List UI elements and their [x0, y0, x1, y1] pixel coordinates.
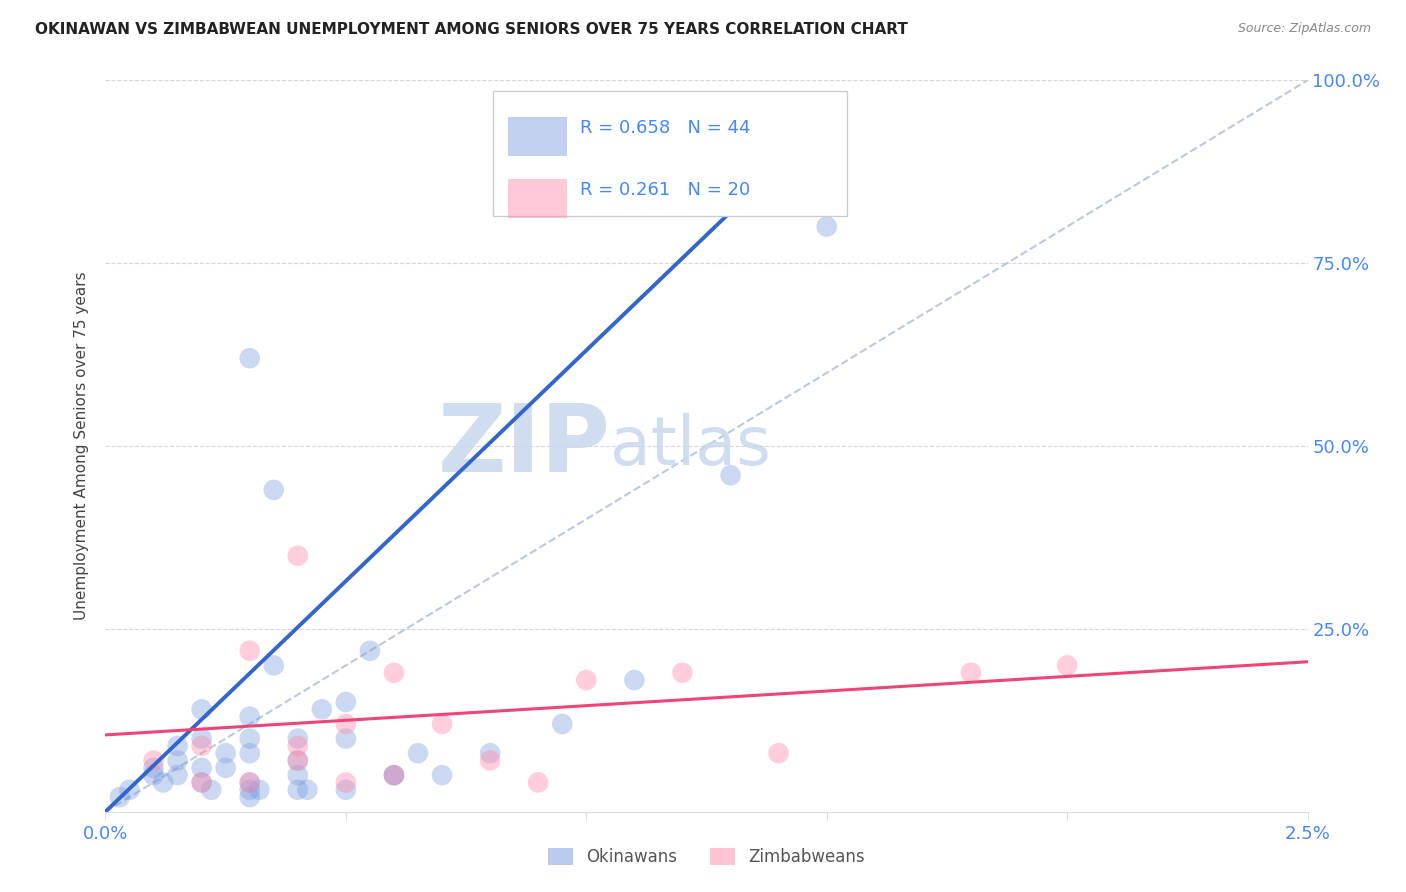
Point [551, 717, 574, 731]
Point [142, 761, 165, 775]
Point [430, 768, 453, 782]
Text: OKINAWAN VS ZIMBABWEAN UNEMPLOYMENT AMONG SENIORS OVER 75 YEARS CORRELATION CHAR: OKINAWAN VS ZIMBABWEAN UNEMPLOYMENT AMON… [35, 22, 908, 37]
Point [297, 782, 319, 797]
Point [335, 775, 357, 789]
Point [479, 754, 502, 768]
Point [108, 790, 131, 805]
Point [239, 351, 262, 366]
Point [406, 746, 429, 760]
Point [287, 768, 309, 782]
Point [287, 739, 309, 753]
Point [382, 768, 405, 782]
Point [430, 717, 453, 731]
Legend: Okinawans, Zimbabweans: Okinawans, Zimbabweans [541, 841, 872, 873]
Point [335, 717, 357, 731]
Point [287, 782, 309, 797]
Point [239, 731, 262, 746]
Point [190, 761, 212, 775]
Point [287, 731, 309, 746]
Text: ZIP: ZIP [437, 400, 610, 492]
Point [768, 746, 790, 760]
Point [359, 644, 381, 658]
Point [335, 731, 357, 746]
Text: R = 0.658   N = 44: R = 0.658 N = 44 [581, 119, 751, 137]
Point [311, 702, 333, 716]
Point [382, 768, 405, 782]
Point [166, 768, 188, 782]
Point [166, 754, 188, 768]
Point [263, 658, 285, 673]
Point [190, 731, 212, 746]
Point [239, 775, 262, 789]
Point [239, 790, 262, 805]
Point [142, 768, 165, 782]
Point [190, 702, 212, 716]
Point [239, 782, 262, 797]
Point [239, 709, 262, 723]
Point [239, 775, 262, 789]
Point [214, 746, 236, 760]
Point [527, 775, 550, 789]
Text: R = 0.261   N = 20: R = 0.261 N = 20 [581, 181, 751, 199]
Text: atlas: atlas [610, 413, 772, 479]
Point [1056, 658, 1078, 673]
Point [720, 468, 742, 483]
Point [239, 644, 262, 658]
Point [190, 775, 212, 789]
Point [214, 761, 236, 775]
Y-axis label: Unemployment Among Seniors over 75 years: Unemployment Among Seniors over 75 years [75, 272, 90, 620]
Point [671, 665, 693, 680]
Point [190, 775, 212, 789]
Point [287, 754, 309, 768]
Point [287, 754, 309, 768]
Point [142, 754, 165, 768]
FancyBboxPatch shape [492, 91, 848, 216]
Point [263, 483, 285, 497]
Point [382, 768, 405, 782]
Point [118, 782, 141, 797]
Point [575, 673, 598, 687]
Point [200, 782, 222, 797]
Point [239, 746, 262, 760]
Point [166, 739, 188, 753]
Point [335, 695, 357, 709]
Point [247, 782, 270, 797]
Point [190, 739, 212, 753]
Point [382, 665, 405, 680]
Text: Source: ZipAtlas.com: Source: ZipAtlas.com [1237, 22, 1371, 36]
Point [287, 549, 309, 563]
FancyBboxPatch shape [508, 179, 565, 217]
Point [479, 746, 502, 760]
Point [152, 775, 174, 789]
Point [623, 673, 645, 687]
Point [335, 782, 357, 797]
FancyBboxPatch shape [508, 117, 565, 155]
Point [815, 219, 838, 234]
Point [960, 665, 983, 680]
